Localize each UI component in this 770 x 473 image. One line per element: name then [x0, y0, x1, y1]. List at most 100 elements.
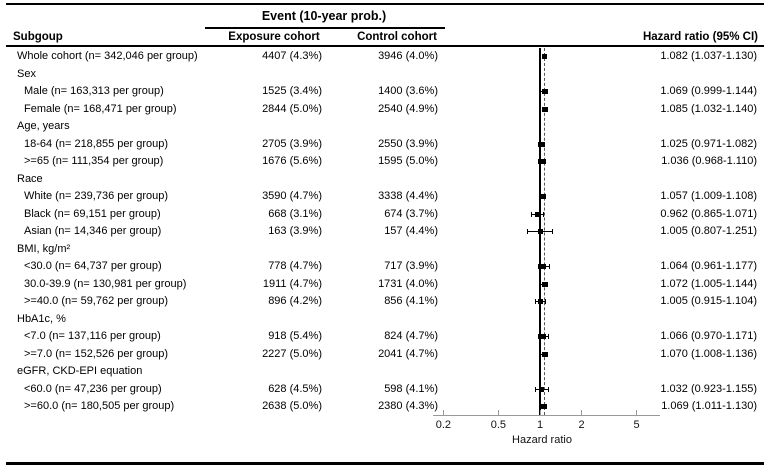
control-value: [325, 118, 438, 136]
subgroup-label: 30.0-39.9 (n= 130,981 per group): [24, 277, 187, 290]
exposure-column-header: Exposure cohort: [228, 30, 320, 43]
subgroup-label: <30.0 (n= 64,737 per group): [24, 260, 162, 272]
hazard-ratio-value: 1.069 (1.011-1.130): [661, 400, 757, 412]
control-value: [325, 363, 438, 381]
table-row: <60.0 (n= 47,236 per group) 628 (4.5%) 598…: [0, 381, 770, 399]
exposure-value: [215, 171, 325, 189]
table-row: 18-64 (n= 218,855 per group) 2705 (3.9%) 2…: [0, 136, 770, 154]
plot-spacer: [438, 206, 656, 224]
subgroup-label: >=60.0 (n= 180,505 per group): [24, 400, 175, 412]
exposure-value: 2844 (5.0%): [262, 102, 322, 115]
section-row: Age, years: [0, 118, 770, 136]
control-value: 1400 (3.6%): [378, 85, 438, 97]
plot-spacer: [438, 398, 656, 416]
exposure-value: 2638 (5.0%): [262, 400, 322, 412]
section-row: HbA1c, %: [0, 311, 770, 329]
hazard-ratio-value: 1.070 (1.008-1.136): [660, 347, 757, 360]
plot-spacer: [438, 153, 656, 171]
section-row: Race: [0, 171, 770, 189]
table-row: Whole cohort (n= 342,046 per group) 4407 …: [0, 48, 770, 66]
control-value: 2041 (4.7%): [378, 347, 438, 360]
plot-spacer: [438, 328, 656, 346]
table-row: Female (n= 168,471 per group) 2844 (5.0%)…: [0, 101, 770, 119]
plot-spacer: [438, 381, 656, 399]
hazard-ratio-value: 1.066 (0.970-1.171): [660, 330, 757, 342]
hazard-ratio-value: 1.064 (0.961-1.177): [660, 260, 757, 272]
plot-spacer: [438, 83, 656, 101]
section-row: eGFR, CKD-EPI equation: [0, 363, 770, 381]
table-row: Black (n= 69,151 per group) 668 (3.1%) 674…: [0, 206, 770, 224]
table-row: >=40.0 (n= 59,762 per group) 896 (4.2%) 85…: [0, 293, 770, 311]
exposure-value: 3590 (4.7%): [262, 190, 322, 202]
control-value: 1595 (5.0%): [378, 155, 438, 167]
table-row: Asian (n= 14,346 per group) 163 (3.9%) 157…: [0, 223, 770, 241]
control-value: 1731 (4.0%): [378, 277, 438, 290]
plot-spacer: [438, 66, 656, 84]
hazard-ratio-value: [656, 311, 770, 329]
exposure-value: 778 (4.7%): [268, 260, 322, 272]
subgroup-label: 18-64 (n= 218,855 per group): [24, 137, 169, 150]
subgroup-label: >=65 (n= 111,354 per group): [24, 155, 164, 167]
table-row: 30.0-39.9 (n= 130,981 per group) 1911 (4.…: [0, 276, 770, 294]
exposure-value: [215, 363, 325, 381]
hazard-ratio-value: 1.072 (1.005-1.144): [660, 277, 757, 290]
plot-spacer: [438, 118, 656, 136]
x-axis-tick-label: 5: [633, 419, 640, 431]
plot-spacer: [438, 223, 656, 241]
hazard-ratio-value: [656, 363, 770, 381]
hazard-ratio-value: [656, 171, 770, 189]
subgroup-label: <7.0 (n= 137,116 per group): [24, 330, 161, 342]
control-value: 157 (4.4%): [384, 225, 438, 237]
plot-spacer: [438, 311, 656, 329]
exposure-value: 918 (5.4%): [268, 330, 322, 342]
exposure-value: 163 (3.9%): [268, 225, 322, 237]
control-value: 2550 (3.9%): [378, 137, 438, 150]
hazard-ratio-value: 0.962 (0.865-1.071): [660, 207, 757, 220]
subgroup-label: >=40.0 (n= 59,762 per group): [24, 295, 169, 307]
control-value: 674 (3.7%): [384, 207, 438, 220]
plot-spacer: [438, 258, 656, 276]
table-row: <30.0 (n= 64,737 per group) 778 (4.7%) 717…: [0, 258, 770, 276]
x-axis-tick-label: 1: [536, 419, 544, 431]
plot-spacer: [438, 346, 656, 364]
subgroup-label: Whole cohort (n= 342,046 per group): [17, 50, 198, 62]
top-rule: [6, 3, 764, 5]
table-row: White (n= 239,736 per group) 3590 (4.7%) 3…: [0, 188, 770, 206]
exposure-value: [215, 118, 325, 136]
exposure-value: 1525 (3.4%): [262, 85, 322, 97]
bottom-rule: [6, 462, 764, 465]
control-value: 717 (3.9%): [384, 260, 438, 272]
section-label: BMI, kg/m²: [17, 242, 71, 255]
plot-spacer: [438, 276, 656, 294]
header-rule: [6, 44, 764, 47]
section-row: Sex: [0, 66, 770, 84]
exposure-value: 1911 (4.7%): [262, 277, 322, 290]
exposure-value: [215, 241, 325, 259]
section-label: Race: [17, 172, 43, 185]
section-label: eGFR, CKD-EPI equation: [17, 365, 143, 377]
control-value: [325, 171, 438, 189]
control-column-header: Control cohort: [357, 30, 437, 43]
section-row: BMI, kg/m²: [0, 241, 770, 259]
exposure-value: 1676 (5.6%): [262, 155, 322, 167]
exposure-value: 628 (4.5%): [268, 382, 322, 395]
event-group-header: Event (10-year prob.): [261, 9, 387, 23]
x-axis-tick-label: 0.2: [435, 419, 452, 431]
exposure-value: [215, 311, 325, 329]
plot-spacer: [438, 48, 656, 66]
subgroup-label: Male (n= 163,313 per group): [24, 85, 164, 97]
plot-spacer: [438, 188, 656, 206]
exposure-value: 668 (3.1%): [268, 207, 322, 220]
table-row: >=60.0 (n= 180,505 per group) 2638 (5.0%)…: [0, 398, 770, 416]
control-value: 598 (4.1%): [384, 382, 438, 395]
plot-spacer: [438, 101, 656, 119]
x-axis-tick-label: 2: [578, 419, 585, 431]
subgroup-column-header: Subgoup: [13, 30, 63, 43]
exposure-value: 2227 (5.0%): [262, 347, 322, 360]
hazard-ratio-column-header: Hazard ratio (95% CI): [642, 30, 758, 43]
exposure-value: 4407 (4.3%): [262, 50, 322, 62]
table-row: Male (n= 163,313 per group) 1525 (3.4%) 14…: [0, 83, 770, 101]
subgroup-label: Asian (n= 14,346 per group): [24, 225, 162, 237]
subgroup-label: Black (n= 69,151 per group): [24, 207, 161, 220]
control-value: 3946 (4.0%): [378, 50, 438, 62]
